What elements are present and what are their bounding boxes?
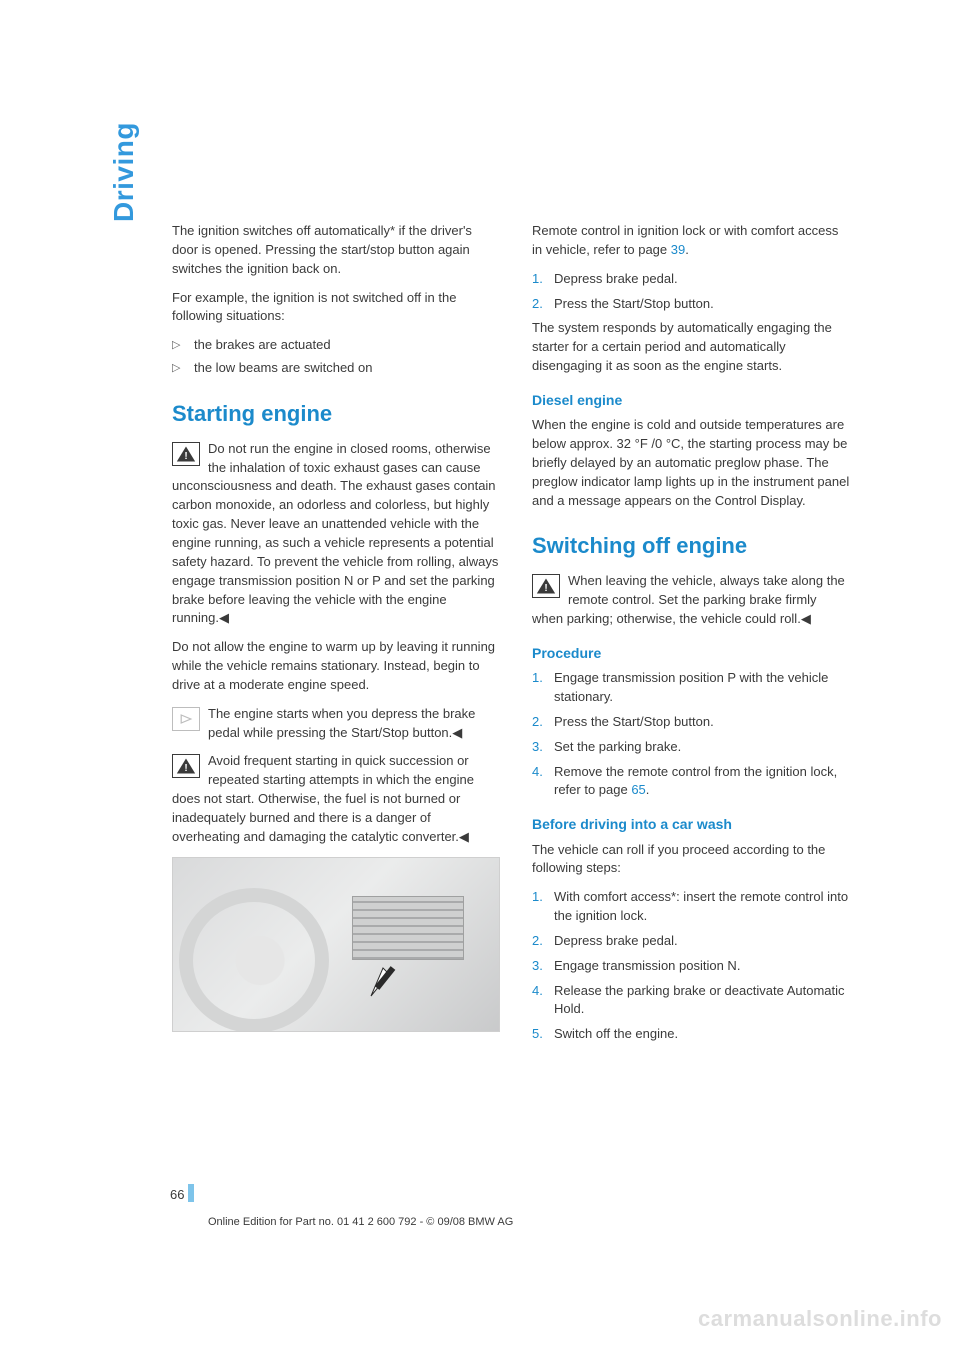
warning-text: Avoid frequent starting in quick success…	[172, 753, 474, 843]
warning-text: When leaving the vehicle, always take al…	[532, 573, 845, 626]
bullet-text: the brakes are actuated	[194, 336, 500, 355]
step-text: Remove the remote control from the ignit…	[554, 763, 850, 801]
step-text: Press the Start/Stop button.	[554, 295, 850, 314]
paragraph: Remote control in ignition lock or with …	[532, 222, 850, 260]
heading-diesel-engine: Diesel engine	[532, 390, 850, 410]
step-text: Press the Start/Stop button.	[554, 713, 850, 732]
step-text: Engage transmission position P with the …	[554, 669, 850, 707]
step-text: Set the parking brake.	[554, 738, 850, 757]
step-number: 1.	[532, 888, 554, 926]
left-column: The ignition switches off automatically*…	[172, 222, 500, 1050]
page-number-bar	[188, 1184, 194, 1202]
paragraph-text: .	[685, 242, 689, 257]
step-item: 1. Depress brake pedal.	[532, 270, 850, 289]
step-text: Depress brake pedal.	[554, 270, 850, 289]
paragraph: The vehicle can roll if you proceed acco…	[532, 841, 850, 879]
section-label: Driving	[108, 122, 140, 222]
bullet-text: the low beams are switched on	[194, 359, 500, 378]
step-text: Release the parking brake or deactivate …	[554, 982, 850, 1020]
step-number: 3.	[532, 738, 554, 757]
step-number: 5.	[532, 1025, 554, 1044]
step-number: 2.	[532, 713, 554, 732]
warning-block: ! Avoid frequent starting in quick succe…	[172, 752, 500, 846]
warning-icon: !	[532, 574, 560, 598]
step-item: 3. Engage transmission position N.	[532, 957, 850, 976]
footer-text: Online Edition for Part no. 01 41 2 600 …	[208, 1216, 513, 1228]
step-item: 3. Set the parking brake.	[532, 738, 850, 757]
warning-icon: !	[172, 754, 200, 778]
step-number: 3.	[532, 957, 554, 976]
triangle-bullet-icon: ▷	[172, 359, 194, 378]
paragraph: The ignition switches off automatically*…	[172, 222, 500, 279]
step-number: 2.	[532, 295, 554, 314]
warning-block: ! When leaving the vehicle, always take …	[532, 572, 850, 629]
end-mark-icon: ◀	[801, 611, 811, 626]
step-item: 4. Release the parking brake or deactiva…	[532, 982, 850, 1020]
heading-switching-off-engine: Switching off engine	[532, 530, 850, 562]
end-mark-icon: ◀	[219, 610, 229, 625]
paragraph: When the engine is cold and outside temp…	[532, 416, 850, 510]
heading-procedure: Procedure	[532, 643, 850, 663]
step-item: 1. Engage transmission position P with t…	[532, 669, 850, 707]
warning-text: Do not run the engine in closed rooms, o…	[172, 441, 498, 626]
step-number: 2.	[532, 932, 554, 951]
step-text: With comfort access*: insert the remote …	[554, 888, 850, 926]
step-item: 5. Switch off the engine.	[532, 1025, 850, 1044]
step-text: Engage transmission position N.	[554, 957, 850, 976]
bullet-item: ▷ the brakes are actuated	[172, 336, 500, 355]
step-text: Depress brake pedal.	[554, 932, 850, 951]
heading-starting-engine: Starting engine	[172, 398, 500, 430]
info-block: The engine starts when you depress the b…	[172, 705, 500, 743]
step-number: 4.	[532, 763, 554, 801]
page-link[interactable]: 39	[671, 242, 685, 257]
svg-text:!: !	[184, 451, 187, 462]
dashboard-illustration	[172, 857, 500, 1032]
step-item: 4. Remove the remote control from the ig…	[532, 763, 850, 801]
end-mark-icon: ◀	[459, 829, 469, 844]
step-number: 4.	[532, 982, 554, 1020]
info-icon	[172, 707, 200, 731]
warning-block: ! Do not run the engine in closed rooms,…	[172, 440, 500, 628]
paragraph: The system responds by automatically eng…	[532, 319, 850, 376]
page-number: 66	[170, 1184, 194, 1202]
end-mark-icon: ◀	[452, 725, 462, 740]
steering-wheel-graphic	[179, 888, 329, 1032]
step-item: 1. With comfort access*: insert the remo…	[532, 888, 850, 926]
step-text: Switch off the engine.	[554, 1025, 850, 1044]
step-item: 2. Press the Start/Stop button.	[532, 713, 850, 732]
bullet-item: ▷ the low beams are switched on	[172, 359, 500, 378]
step-item: 2. Depress brake pedal.	[532, 932, 850, 951]
info-text: The engine starts when you depress the b…	[208, 706, 475, 740]
page-number-text: 66	[170, 1187, 184, 1202]
step-item: 2. Press the Start/Stop button.	[532, 295, 850, 314]
step-number: 1.	[532, 270, 554, 289]
svg-text:!: !	[184, 763, 187, 774]
content-columns: The ignition switches off automatically*…	[172, 222, 850, 1050]
watermark: carmanualsonline.info	[698, 1306, 942, 1332]
paragraph: For example, the ignition is not switche…	[172, 289, 500, 327]
pointer-arrow-icon	[363, 958, 409, 1004]
warning-icon: !	[172, 442, 200, 466]
paragraph: Do not allow the engine to warm up by le…	[172, 638, 500, 695]
step-number: 1.	[532, 669, 554, 707]
svg-text:!: !	[544, 583, 547, 594]
page-link[interactable]: 65	[631, 782, 645, 797]
right-column: Remote control in ignition lock or with …	[532, 222, 850, 1050]
heading-car-wash: Before driving into a car wash	[532, 814, 850, 834]
triangle-bullet-icon: ▷	[172, 336, 194, 355]
page: Driving The ignition switches off automa…	[0, 0, 960, 1358]
